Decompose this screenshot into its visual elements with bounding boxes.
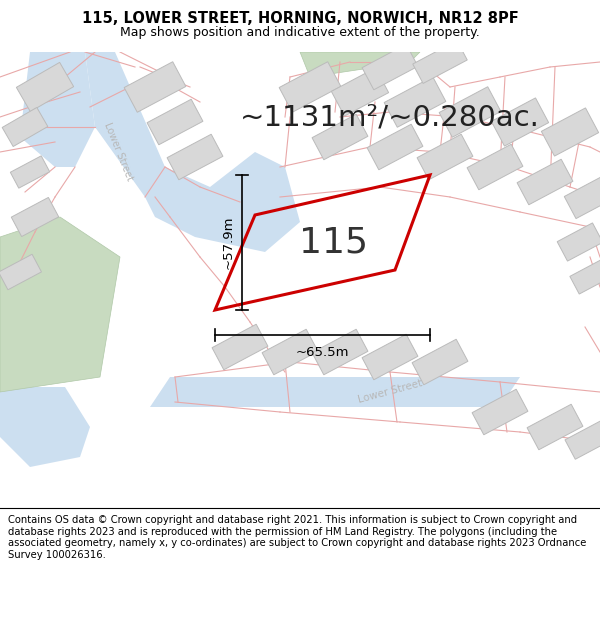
Polygon shape (279, 62, 341, 112)
Polygon shape (570, 260, 600, 294)
Polygon shape (150, 377, 520, 407)
Polygon shape (0, 387, 90, 467)
Polygon shape (362, 44, 418, 90)
Polygon shape (467, 144, 523, 190)
Polygon shape (10, 156, 50, 188)
Text: 115: 115 (299, 226, 368, 259)
Polygon shape (0, 254, 41, 290)
Polygon shape (417, 134, 473, 180)
Polygon shape (167, 134, 223, 180)
Polygon shape (413, 41, 467, 84)
Polygon shape (472, 389, 528, 435)
Polygon shape (16, 62, 74, 112)
Text: Map shows position and indicative extent of the property.: Map shows position and indicative extent… (120, 26, 480, 39)
Polygon shape (262, 329, 318, 375)
Polygon shape (312, 329, 368, 375)
Text: Lower Street: Lower Street (357, 379, 423, 406)
Text: 115, LOWER STREET, HORNING, NORWICH, NR12 8PF: 115, LOWER STREET, HORNING, NORWICH, NR1… (82, 11, 518, 26)
Polygon shape (124, 62, 186, 112)
Polygon shape (85, 52, 165, 197)
Text: ~65.5m: ~65.5m (296, 346, 349, 359)
Polygon shape (212, 324, 268, 370)
Polygon shape (384, 77, 446, 128)
Polygon shape (2, 107, 48, 146)
Polygon shape (412, 339, 468, 385)
Polygon shape (362, 334, 418, 380)
Polygon shape (145, 152, 300, 252)
Text: Lower Street: Lower Street (102, 121, 134, 182)
Polygon shape (0, 257, 70, 332)
Text: ~1131m²/~0.280ac.: ~1131m²/~0.280ac. (240, 103, 540, 131)
Polygon shape (565, 419, 600, 459)
Polygon shape (331, 68, 389, 116)
Polygon shape (527, 404, 583, 450)
Polygon shape (557, 223, 600, 261)
Polygon shape (0, 217, 120, 392)
Polygon shape (564, 176, 600, 219)
Polygon shape (300, 52, 420, 77)
Polygon shape (439, 87, 501, 138)
Text: Contains OS data © Crown copyright and database right 2021. This information is : Contains OS data © Crown copyright and d… (8, 515, 586, 560)
Polygon shape (541, 108, 599, 156)
Polygon shape (312, 114, 368, 160)
Polygon shape (491, 98, 548, 146)
Polygon shape (517, 159, 573, 205)
Text: ~57.9m: ~57.9m (221, 216, 235, 269)
Polygon shape (20, 52, 95, 167)
Polygon shape (11, 198, 59, 237)
Polygon shape (147, 99, 203, 145)
Polygon shape (367, 124, 423, 170)
